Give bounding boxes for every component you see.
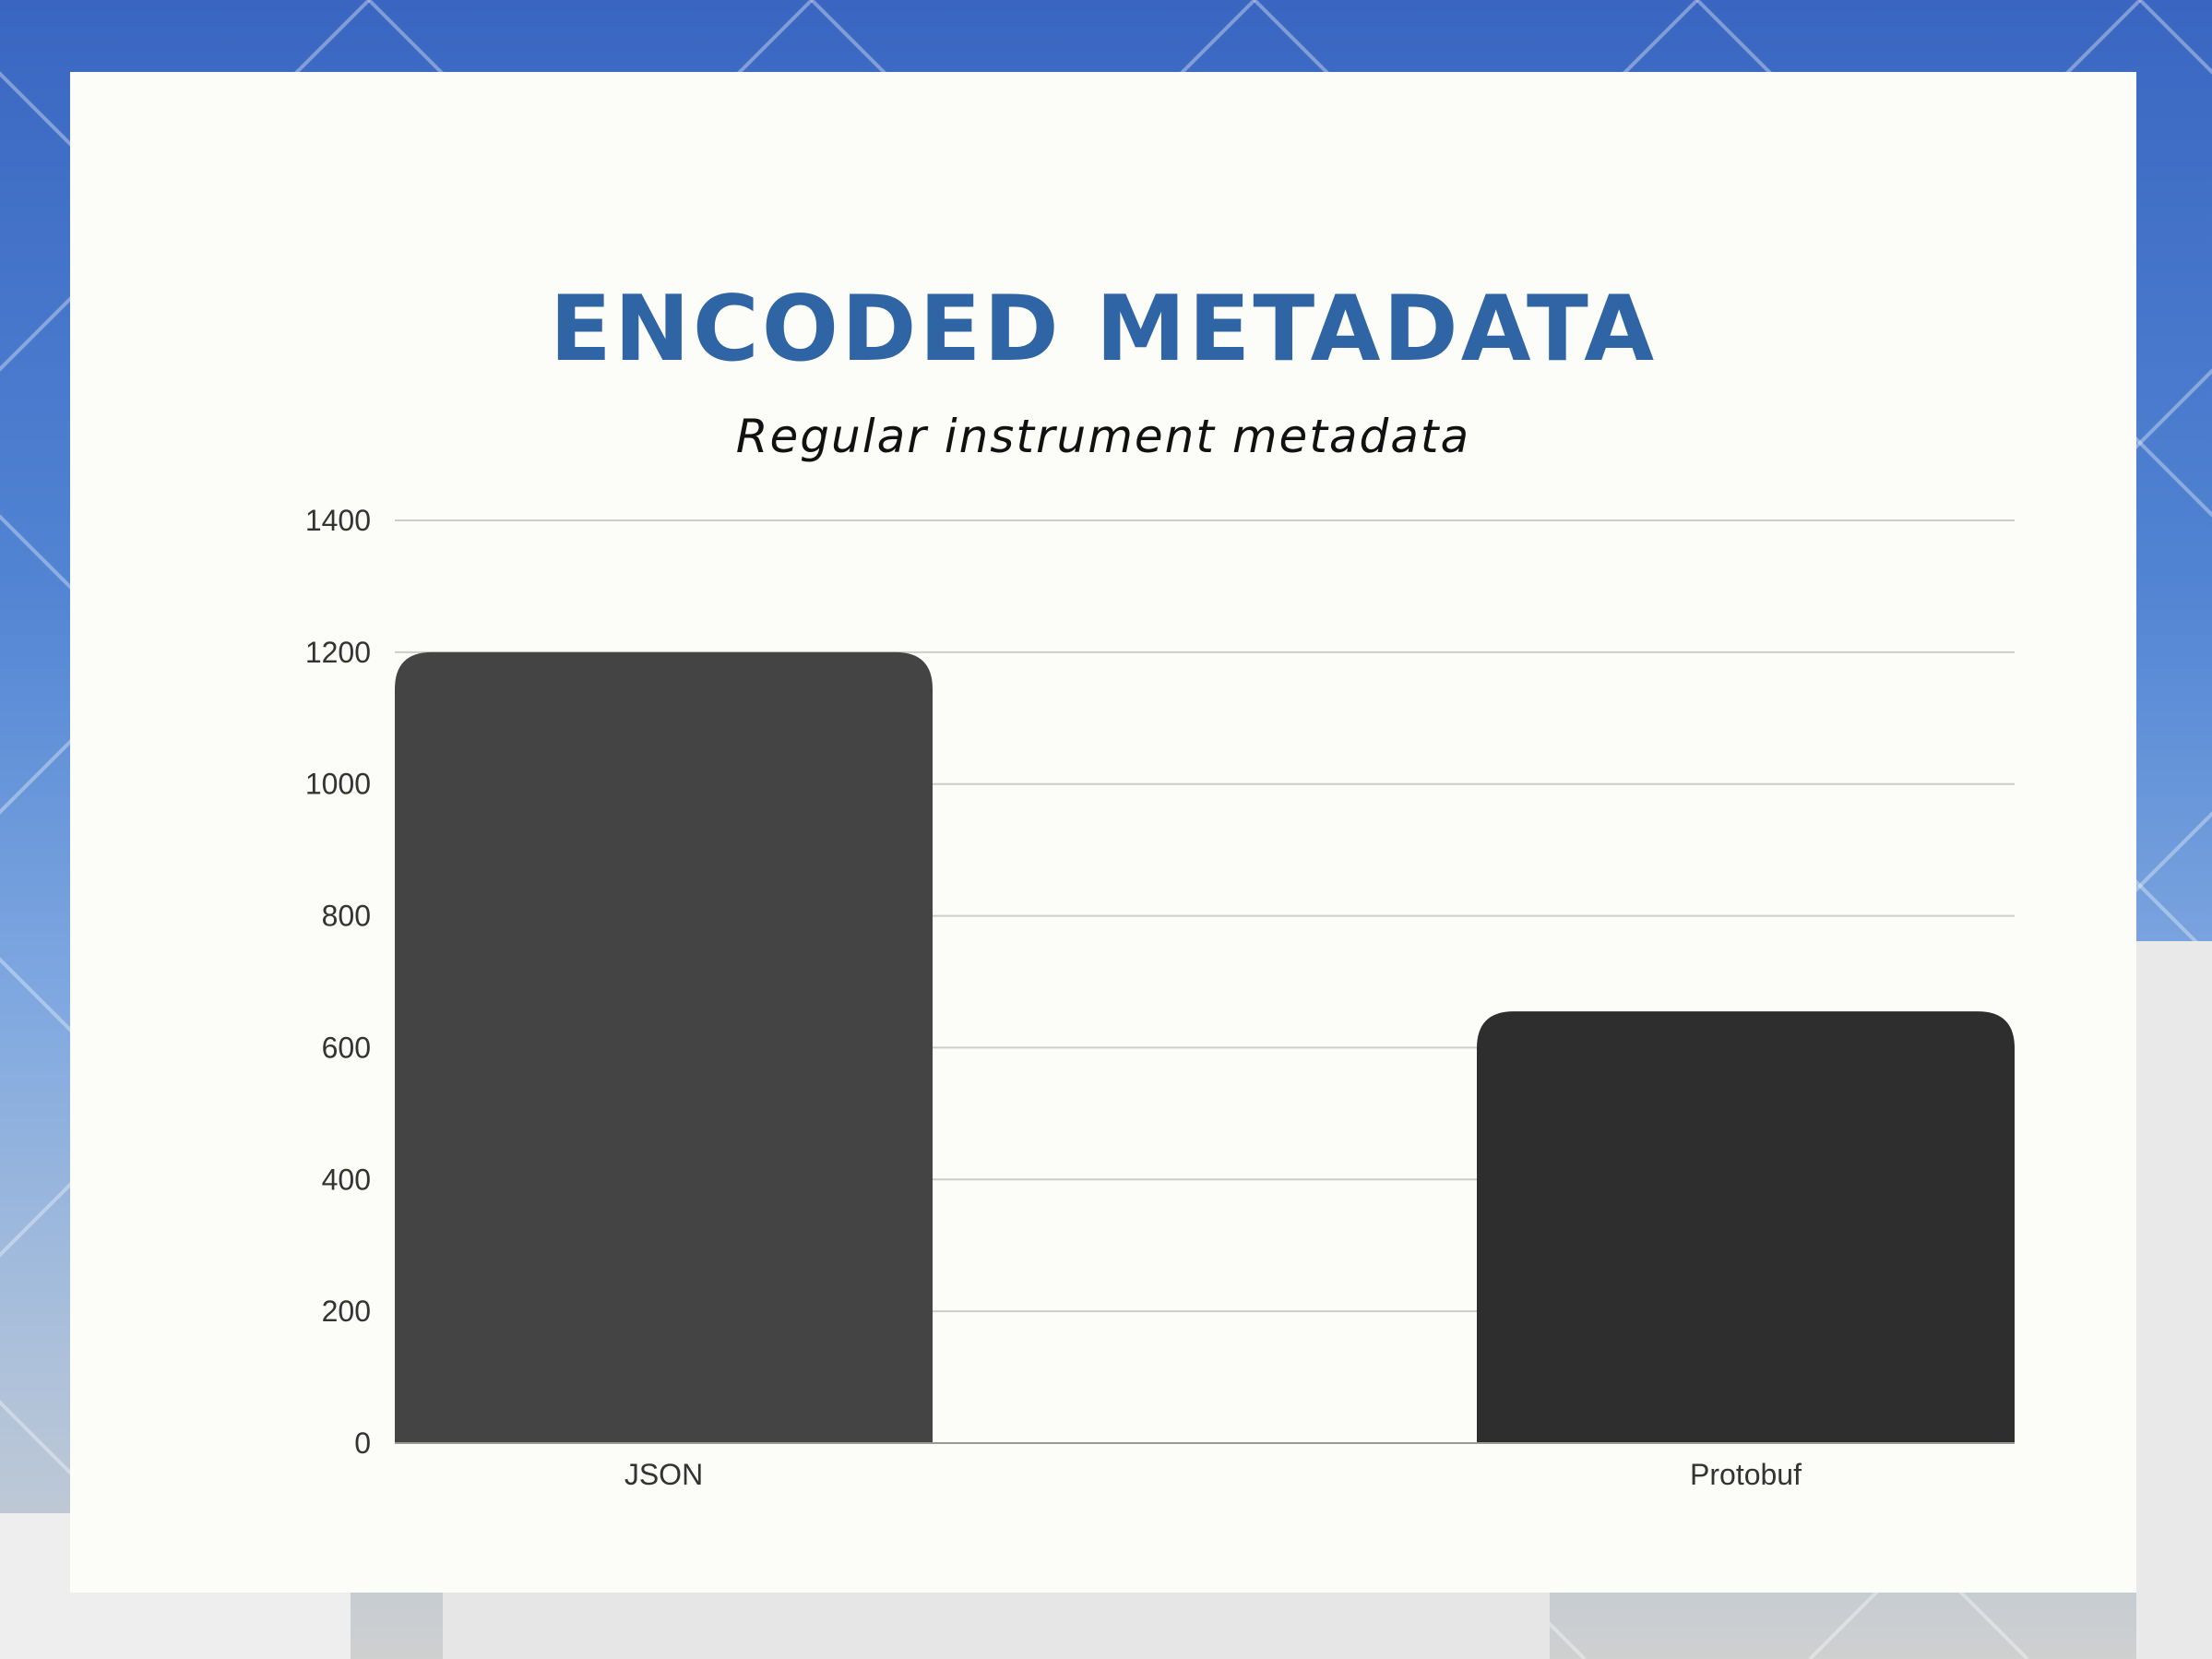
- x-tick-label: JSON: [624, 1458, 703, 1491]
- y-tick-label: 1000: [305, 768, 371, 801]
- chart-title: ENCODED METADATA: [549, 277, 1658, 382]
- y-tick-label: 1400: [305, 504, 371, 537]
- y-tick-label: 0: [354, 1426, 371, 1460]
- bar-json: [395, 651, 933, 1443]
- bar-protobuf: [1477, 1011, 2015, 1443]
- x-tick-label: Protobuf: [1690, 1458, 1802, 1491]
- y-tick-label: 400: [322, 1163, 371, 1196]
- slide-card: ENCODED METADATA Regular instrument meta…: [70, 72, 2136, 1593]
- building-right: [2136, 941, 2212, 1659]
- y-tick-label: 1200: [305, 636, 371, 669]
- y-tick-label: 200: [322, 1295, 371, 1328]
- bar-chart: 0 200 400 600 800 1000 1200 1400 JSON Protobuf: [305, 504, 2015, 1491]
- y-tick-label: 800: [322, 900, 371, 933]
- chart-subtitle: Regular instrument metadata: [735, 410, 1471, 463]
- y-tick-label: 600: [322, 1031, 371, 1064]
